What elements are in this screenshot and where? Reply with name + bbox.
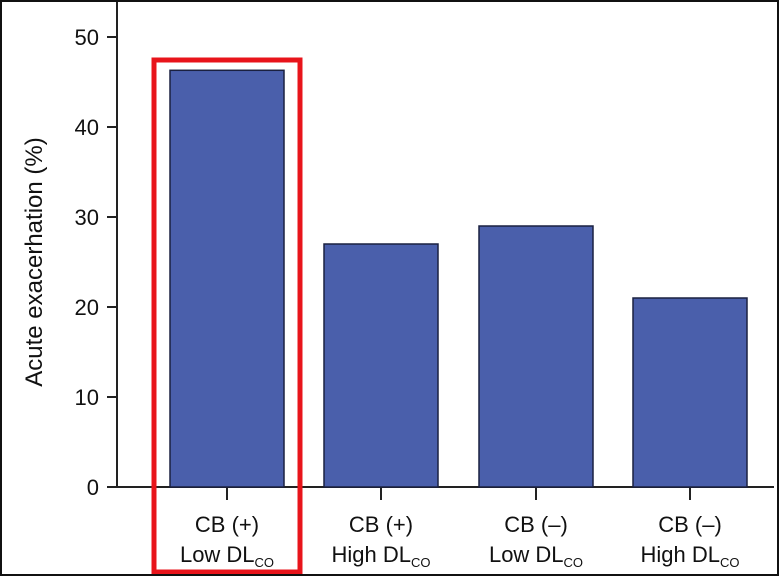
x-axis-labels: CB (+) Low DLCO CB (+) High DLCO CB (–) Low D… bbox=[180, 512, 740, 570]
y-tick-label: 30 bbox=[75, 205, 99, 230]
y-tick-label: 40 bbox=[75, 115, 99, 140]
bar bbox=[169, 69, 285, 488]
category-label-line2: Low DLCO bbox=[180, 542, 274, 570]
y-tick-label: 0 bbox=[87, 475, 99, 500]
bars bbox=[169, 69, 748, 488]
category-label-line1: CB (–) bbox=[504, 512, 568, 537]
y-axis-tick-labels: 0 10 20 30 40 50 bbox=[75, 25, 99, 500]
y-tick-label: 20 bbox=[75, 295, 99, 320]
y-axis-label: Acute exacerhation (%) bbox=[21, 137, 48, 386]
category-label-line1: CB (+) bbox=[349, 512, 413, 537]
category-label-line2: High DLCO bbox=[641, 542, 740, 570]
category-label-line1: CB (–) bbox=[658, 512, 722, 537]
category-label-line1: CB (+) bbox=[195, 512, 259, 537]
highlight-box bbox=[151, 57, 303, 575]
bar bbox=[632, 297, 748, 488]
category-label-line2: Low DLCO bbox=[489, 542, 583, 570]
category-label-line2: High DLCO bbox=[332, 542, 431, 570]
y-tick-label: 10 bbox=[75, 385, 99, 410]
y-tick-label: 50 bbox=[75, 25, 99, 50]
bar bbox=[323, 243, 439, 488]
bar bbox=[478, 225, 594, 488]
